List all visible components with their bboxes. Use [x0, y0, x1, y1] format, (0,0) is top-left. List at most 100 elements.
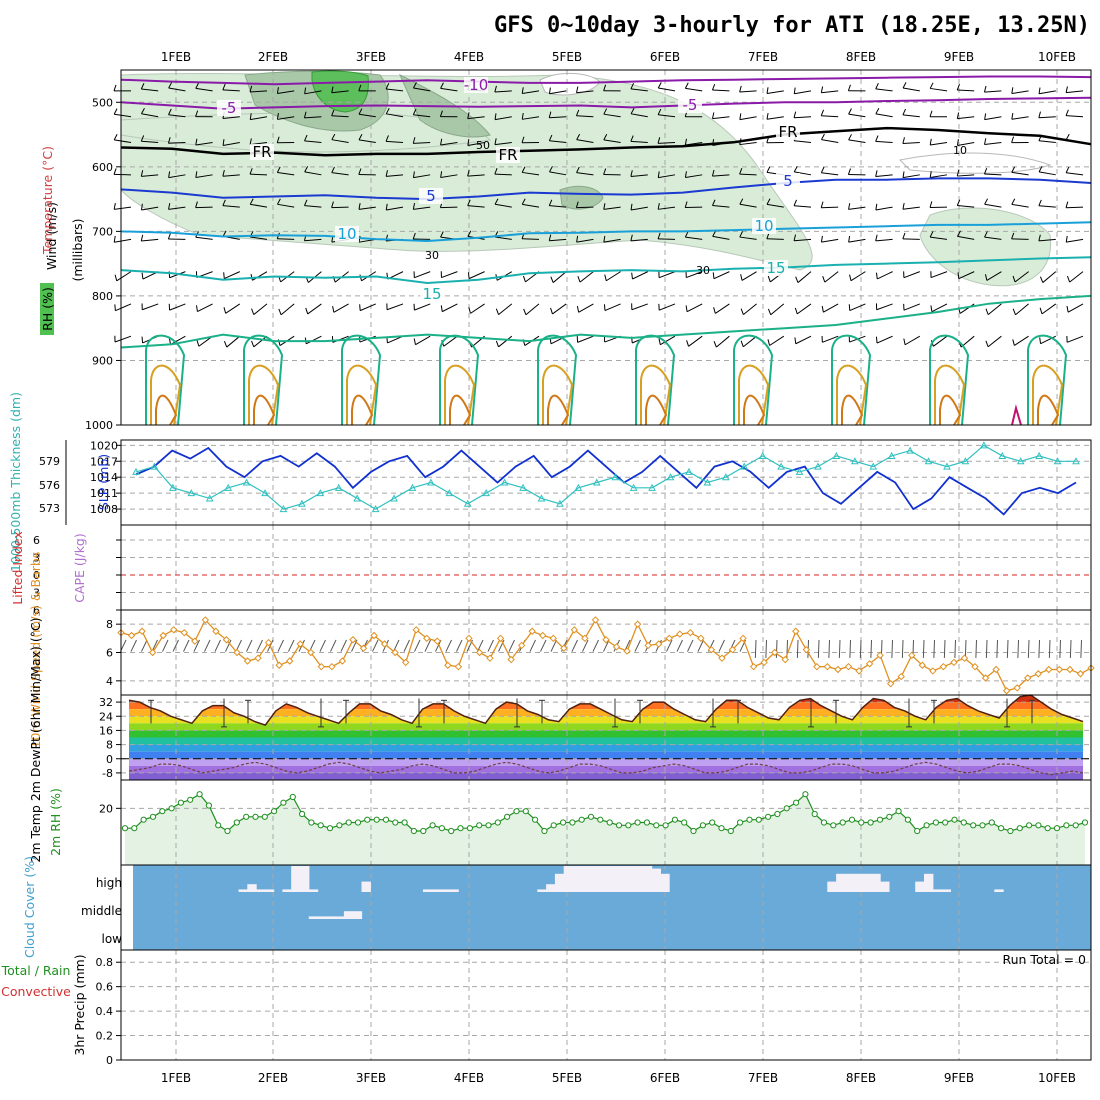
- cloud-cover-panel: high middle low: [81, 864, 1092, 951]
- wind-barb: [576, 172, 594, 176]
- wind-barb-flag: [1065, 109, 1069, 116]
- wind10-barb: [687, 639, 694, 652]
- top-date-axis: 1FEB 2FEB 3FEB 4FEB 5FEB 6FEB 7FEB 8FEB 9FEB 10FE…: [161, 50, 1076, 64]
- wind-barb-flag: [630, 170, 633, 177]
- wind-barb: [467, 205, 485, 208]
- thickness-point: [1016, 457, 1025, 465]
- rh-legend-swatch: [40, 283, 54, 335]
- wind-barb: [848, 238, 866, 243]
- y-tick-label: 0.4: [96, 1005, 114, 1018]
- wind10-point: [359, 644, 368, 652]
- wind-barb: [358, 113, 376, 118]
- wind-barb-flag: [657, 203, 660, 210]
- temp-contour-15: [120, 256, 1092, 285]
- rh2m-point: [205, 802, 212, 809]
- wind10-point: [802, 645, 811, 654]
- wind-barb: [1040, 335, 1057, 345]
- cloud-high-cell: [554, 873, 565, 892]
- wind-barb-flag: [167, 137, 171, 144]
- wind10-point: [560, 644, 568, 652]
- wind-barb: [957, 142, 975, 146]
- wind-barb: [253, 303, 268, 315]
- wind-barb: [195, 174, 213, 179]
- contour-label-bg: [464, 77, 488, 93]
- wind-barb-flag: [523, 308, 527, 315]
- cloud-high-cell: [537, 889, 547, 892]
- rh2m-point: [438, 825, 445, 832]
- wind-barb-flag: [440, 138, 443, 146]
- wind-barb: [114, 139, 132, 144]
- wind-barb-flag: [331, 86, 334, 93]
- thickness-point: [924, 457, 933, 465]
- wind-barb: [1014, 335, 1029, 346]
- temp2m-line: [128, 694, 1084, 726]
- rh2m-point: [578, 816, 585, 823]
- wind-barb-flag: [984, 231, 988, 238]
- wind-barb-flag: [1012, 275, 1016, 283]
- wind-barb: [525, 303, 540, 316]
- wind-barb: [277, 116, 295, 120]
- wind-barb: [494, 236, 512, 240]
- wind10-point: [865, 660, 874, 668]
- slp-tick-label: 1020: [90, 439, 118, 452]
- cloud-high-cell: [853, 873, 864, 892]
- rh2m-point: [587, 813, 595, 820]
- y-tick-label: 0: [106, 1054, 113, 1067]
- wind10-barb: [424, 639, 431, 652]
- wind-barb: [195, 236, 213, 240]
- rh2m-point: [177, 799, 184, 806]
- wind-barb: [386, 303, 404, 311]
- chart-title: GFS 0~10day 3-hourly for ATI (18.25E, 13…: [494, 13, 1090, 38]
- wind-barb-flag: [1065, 166, 1070, 173]
- wind-barb: [304, 140, 322, 144]
- temp-band: [129, 751, 1083, 759]
- wind-barb: [987, 335, 1002, 348]
- temp-contour-35: [1011, 404, 1022, 426]
- temp-contour--5: [120, 96, 1092, 110]
- cloud-high-cell: [616, 866, 626, 892]
- wind-barb: [498, 303, 513, 315]
- wind-barb: [630, 113, 648, 118]
- wind-barb: [277, 171, 295, 176]
- wind10-point: [328, 662, 336, 671]
- rh2m-point: [224, 827, 231, 835]
- wind-barb-flag: [113, 235, 116, 243]
- y-tick-label: 1000: [85, 419, 113, 432]
- wind-barb-flag: [849, 274, 852, 281]
- wind10-point: [549, 634, 557, 643]
- rh-contour-label-30: 30: [696, 264, 710, 277]
- y-tick-label: 20: [99, 802, 113, 815]
- wind-barb-flag: [140, 83, 145, 90]
- rh2m-point: [420, 827, 427, 835]
- thickness-point: [298, 499, 306, 507]
- wind10-barb: [922, 639, 925, 658]
- temp-band: [129, 695, 1083, 703]
- temp-band: [129, 758, 1083, 766]
- wind-barb-flag: [467, 169, 470, 177]
- wind-barb-flag: [304, 199, 308, 206]
- contour-label-15: 15: [422, 285, 441, 303]
- rh2m-point: [140, 816, 147, 823]
- wind10-point: [507, 655, 515, 664]
- wind-barb-flag: [875, 108, 880, 115]
- wind-barb-flag: [712, 199, 716, 206]
- wind-barb: [552, 271, 567, 283]
- wind-barb-flag: [140, 135, 145, 142]
- wind-barb: [713, 271, 730, 280]
- wind-barb: [249, 173, 268, 176]
- wind-barb-flag: [304, 134, 308, 142]
- wind-barb-flag: [766, 87, 769, 94]
- wind-barb: [630, 88, 648, 92]
- wind10-point: [676, 630, 684, 638]
- wind-barb: [168, 174, 186, 179]
- wind-barb: [576, 206, 594, 209]
- wind-barb: [277, 238, 295, 240]
- wind-barb-flag: [305, 307, 309, 315]
- wind-barb-flag: [848, 235, 851, 243]
- cloud-mid-cell: [343, 911, 354, 919]
- temp-contour-FR: [120, 126, 1092, 157]
- label-total-rain: Total / Rain: [1, 963, 71, 978]
- wind10-point: [960, 654, 969, 662]
- wind-barb: [796, 303, 812, 315]
- rh2m-point: [261, 813, 268, 820]
